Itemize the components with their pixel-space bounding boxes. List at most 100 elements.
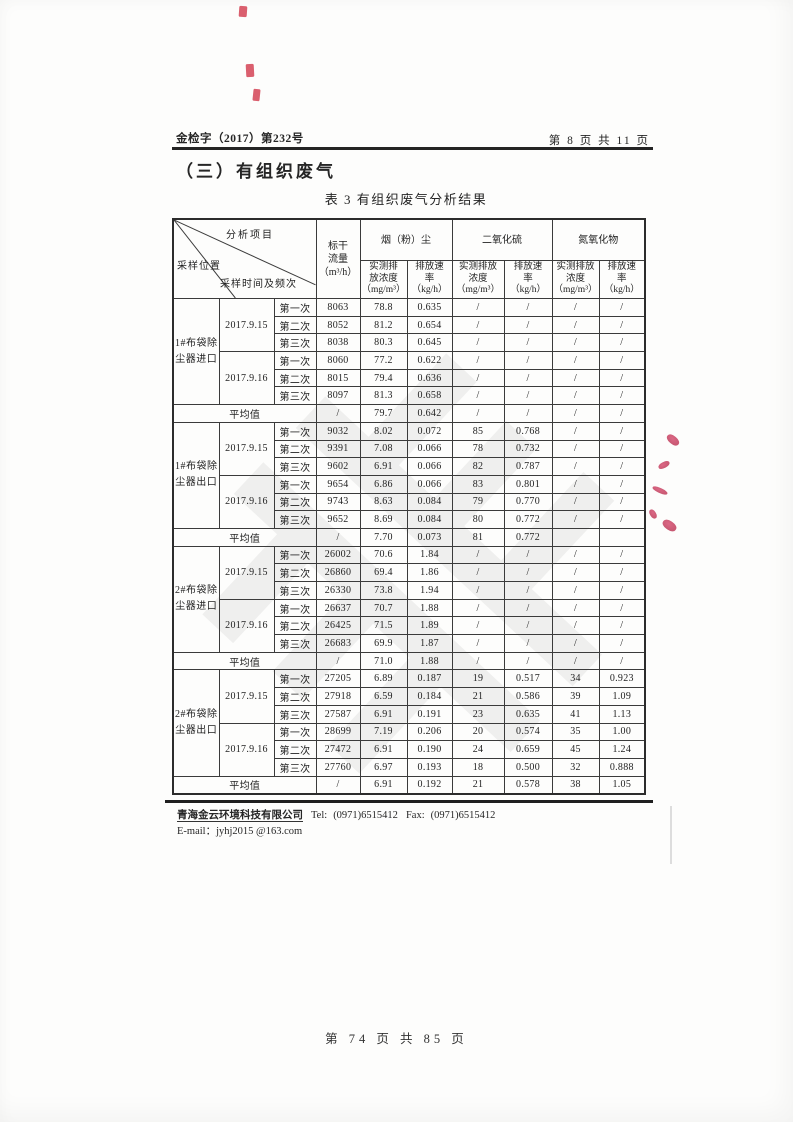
- value-cell: 0.066: [406, 474, 453, 494]
- average-value-cell: 71.0: [359, 651, 408, 671]
- value-cell: 41: [551, 704, 600, 724]
- value-cell: /: [503, 563, 553, 582]
- frequency-cell: 第二次: [273, 740, 317, 759]
- average-value-cell: 1.88: [406, 651, 453, 671]
- value-cell: 83: [451, 474, 505, 494]
- value-cell: /: [451, 598, 505, 618]
- value-cell: 78.8: [359, 298, 408, 317]
- data-row: 第三次 9652 8.69 0.084 80 0.772//: [173, 510, 646, 529]
- average-value-cell: 81: [451, 527, 505, 547]
- value-cell: /: [503, 368, 553, 388]
- value-cell: 1.94: [406, 581, 453, 600]
- value-cell: 71.5: [359, 616, 408, 636]
- footer-rule: [165, 800, 653, 803]
- value-cell: 27205: [315, 669, 361, 689]
- value-cell: 20: [451, 722, 505, 742]
- value-cell: 24: [451, 740, 505, 759]
- value-cell: 80: [451, 510, 505, 529]
- value-cell: 6.91: [359, 457, 408, 476]
- location-cell: 2#布袋除 尘器出口: [172, 669, 220, 777]
- value-cell: 0.191: [406, 704, 453, 724]
- value-cell: 26637: [315, 598, 361, 618]
- value-cell: 0.658: [406, 386, 453, 406]
- date-cell: 2017.9.15: [218, 297, 275, 353]
- email-line: E-mail：jyhj2015 @163.com: [177, 826, 303, 837]
- value-cell: /: [598, 598, 646, 618]
- value-cell: /: [451, 315, 505, 335]
- value-cell: 1.88: [406, 598, 453, 618]
- value-cell: 1.09: [598, 687, 646, 706]
- company-name: 青海金云环境科技有限公司: [177, 810, 303, 822]
- value-cell: /: [598, 351, 646, 370]
- value-cell: 1.13: [598, 704, 646, 724]
- footer-company-line: 青海金云环境科技有限公司 Tel: (0971)6515412 Fax: (0971)6…: [177, 807, 495, 822]
- frequency-cell: 第二次: [273, 315, 317, 335]
- value-cell: 70.7: [359, 598, 408, 618]
- red-stamp-fragment: [665, 432, 681, 448]
- subheader-cell: 实测排放浓度（mg/m³）: [451, 260, 505, 299]
- value-cell: 21: [451, 687, 505, 706]
- value-cell: /: [551, 421, 600, 441]
- value-cell: /: [598, 386, 646, 406]
- value-cell: 1.24: [598, 740, 646, 759]
- value-cell: 39: [551, 687, 600, 706]
- value-cell: /: [551, 581, 600, 600]
- fax-label: Fax:: [405, 810, 425, 821]
- value-cell: /: [551, 510, 600, 529]
- subheader-cell: 排放速率（kg/h）: [406, 260, 453, 299]
- data-row: 2017.9.16 第一次 28699 7.19 0.206 20 0.574 35 1.00: [173, 722, 646, 777]
- frequency-cell: 第三次: [273, 757, 317, 777]
- location-cell: 1#布袋除 尘器进口: [172, 297, 220, 406]
- value-cell: 81.3: [359, 386, 408, 406]
- frequency-cell: 第一次: [273, 421, 317, 441]
- frequency-cell: 第二次: [273, 687, 317, 706]
- value-cell: /: [551, 439, 600, 459]
- value-cell: 1.87: [406, 634, 453, 653]
- value-cell: 27918: [315, 687, 361, 706]
- frequency-cell: 第一次: [273, 722, 317, 742]
- average-value-cell: /: [315, 527, 361, 547]
- value-cell: /: [451, 563, 505, 582]
- value-cell: /: [503, 386, 553, 406]
- average-value-cell: /: [551, 404, 600, 423]
- value-cell: 0.184: [406, 687, 453, 706]
- value-cell: 6.89: [359, 669, 408, 689]
- value-cell: 27760: [315, 757, 361, 777]
- table-title: 表 3 有组织废气分析结果: [324, 192, 488, 207]
- average-value-cell: 6.91: [359, 775, 408, 795]
- frequency-cell: 第一次: [273, 351, 317, 370]
- value-cell: 8.02: [359, 421, 408, 441]
- fax-number: (0971)6515412: [430, 810, 496, 821]
- average-value-cell: /: [503, 404, 553, 423]
- flow-rate-header: 标干 流量 （m³/h）: [315, 218, 361, 299]
- value-cell: 0.500: [503, 757, 553, 777]
- value-cell: 0.768: [503, 421, 553, 441]
- frequency-cell: 第一次: [273, 669, 317, 689]
- frequency-cell: 第三次: [273, 704, 317, 724]
- average-value-cell: 0.073: [406, 527, 453, 547]
- average-value-cell: [551, 527, 600, 547]
- header-rule: [172, 147, 653, 150]
- frequency-cell: 第二次: [273, 616, 317, 636]
- value-cell: /: [598, 298, 646, 317]
- average-row: 平均值/79.7 0.642// / /: [172, 404, 646, 423]
- value-cell: 26683: [315, 634, 361, 653]
- value-cell: /: [451, 386, 505, 406]
- value-cell: 0.206: [406, 722, 453, 742]
- tel-label: Tel:: [311, 810, 328, 821]
- frequency-cell: 第三次: [273, 581, 317, 600]
- data-row: 第三次 26683 69.9 1.87// / /: [173, 634, 646, 653]
- table-subheader-row: 实测排 放浓度 （mg/m³） 排放速率（kg/h） 实测排放 浓度 （mg/m³） 排放速率…: [173, 260, 646, 299]
- value-cell: 9743: [315, 492, 361, 512]
- value-cell: 6.97: [359, 757, 408, 777]
- pollutant-group-header: 烟（粉）尘: [359, 218, 453, 261]
- value-cell: 7.08: [359, 439, 408, 459]
- corner-cell: 分析项目 采样时间及频次 采样位置: [172, 218, 317, 299]
- frequency-cell: 第三次: [273, 386, 317, 406]
- red-stamp-fragment: [657, 459, 671, 471]
- value-cell: 8052: [315, 315, 361, 335]
- value-cell: 45: [551, 740, 600, 759]
- data-row: 第二次 27472 6.91 0.190 24 0.659 45 1.24: [173, 740, 646, 759]
- value-cell: /: [503, 333, 553, 353]
